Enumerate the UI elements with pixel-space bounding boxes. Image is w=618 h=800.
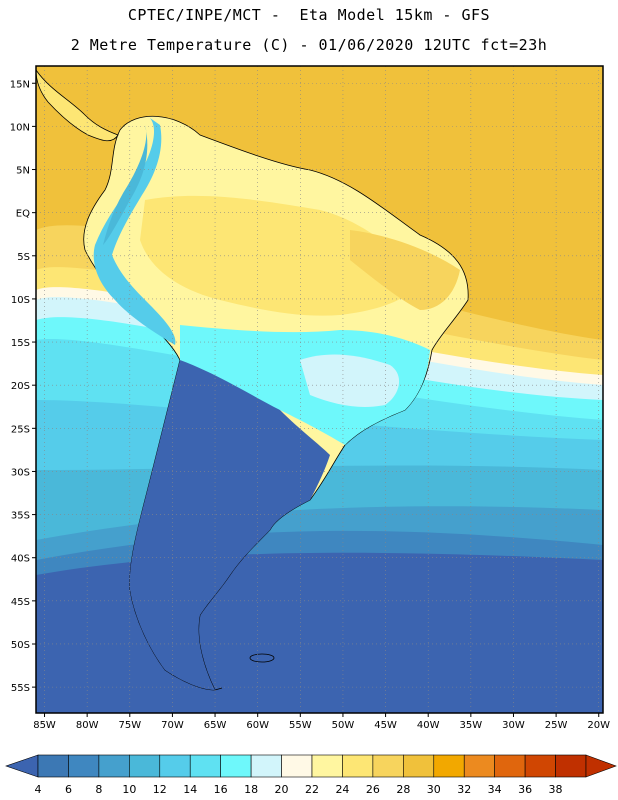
- x-tick-label: 45W: [374, 720, 397, 731]
- colorbar-label: 12: [153, 783, 167, 796]
- colorbar-swatch: [281, 754, 313, 778]
- colorbar-over-arrow: [585, 754, 617, 778]
- x-tick-label: 20W: [587, 720, 610, 731]
- y-tick-label: 50S: [11, 640, 30, 651]
- y-tick-label: 5S: [17, 252, 30, 263]
- x-axis-ticks: 85W 80W 75W 70W 65W 60W 55W 50W 45W 40W 35W 30W 25W 2…: [33, 713, 610, 731]
- colorbar-swatch: [98, 754, 130, 778]
- y-tick-label: 5N: [16, 166, 30, 177]
- colorbar-label: 36: [518, 783, 532, 796]
- chart-subtitle: 2 Metre Temperature (C) - 01/06/2020 12U…: [70, 36, 548, 54]
- y-axis-ticks: 15N 10N 5N EQ 5S 10S 15S 20S 25S 30S 35S 40S 45S 50S 5…: [10, 79, 36, 694]
- colorbar-label: 10: [122, 783, 136, 796]
- y-tick-label: 15N: [10, 79, 30, 90]
- northeast-warm: [350, 230, 460, 310]
- y-tick-label: 55S: [11, 683, 30, 694]
- andes-cold-strip: [93, 118, 176, 345]
- x-tick-label: 35W: [460, 720, 483, 731]
- x-tick-label: 70W: [161, 720, 184, 731]
- southern-cone-cold: [129, 360, 330, 690]
- x-tick-label: 85W: [33, 720, 56, 731]
- colorbar-swatch: [37, 754, 69, 778]
- colorbar-label: 28: [396, 783, 410, 796]
- colorbar-label: 34: [488, 783, 502, 796]
- central-transition: [300, 354, 400, 407]
- x-tick-label: 60W: [246, 720, 269, 731]
- y-tick-label: 25S: [11, 424, 30, 435]
- colorbar-swatch: [403, 754, 435, 778]
- y-tick-label: 45S: [11, 597, 30, 608]
- colorbar-swatch: [68, 754, 100, 778]
- colorbar-label: 8: [95, 783, 102, 796]
- colorbar-label: 22: [305, 783, 319, 796]
- colorbar-swatch: [494, 754, 526, 778]
- map-frame: [35, 65, 604, 714]
- map-grid: [36, 66, 603, 713]
- colorbar-label: 26: [366, 783, 380, 796]
- y-tick-label: 10S: [11, 295, 30, 306]
- colorbar-swatch: [159, 754, 191, 778]
- colorbar-label: 24: [335, 783, 349, 796]
- colorbar-swatch: [524, 754, 556, 778]
- x-tick-label: 40W: [417, 720, 440, 731]
- colorbar-under-arrow: [5, 754, 39, 778]
- y-tick-label: 10N: [10, 122, 30, 133]
- map-plot-area: [36, 66, 603, 713]
- colorbar-swatch: [372, 754, 404, 778]
- colorbar-label: 18: [244, 783, 258, 796]
- andes-peaks: [103, 125, 148, 245]
- colorbar-label: 16: [214, 783, 228, 796]
- colorbar-swatch: [342, 754, 374, 778]
- x-tick-label: 50W: [332, 720, 355, 731]
- y-tick-label: EQ: [16, 209, 30, 220]
- y-tick-label: 40S: [11, 554, 30, 565]
- colorbar-label: 20: [275, 783, 289, 796]
- falkland-islands: [249, 653, 275, 663]
- colorbar-swatch: [189, 754, 221, 778]
- colorbar-swatch: [250, 754, 282, 778]
- colorbar-label: 6: [65, 783, 72, 796]
- x-tick-label: 55W: [289, 720, 312, 731]
- x-tick-label: 25W: [545, 720, 568, 731]
- southeast-mild: [180, 325, 430, 445]
- x-tick-label: 80W: [76, 720, 99, 731]
- x-tick-label: 75W: [118, 720, 141, 731]
- y-tick-label: 15S: [11, 338, 30, 349]
- tierra-del-fuego-edge: [214, 687, 223, 691]
- colorbar-label: 32: [457, 783, 471, 796]
- colorbar-swatch: [311, 754, 343, 778]
- colorbar-label: 30: [427, 783, 441, 796]
- y-tick-label: 35S: [11, 511, 30, 522]
- colorbar-label: 14: [183, 783, 197, 796]
- x-tick-label: 65W: [204, 720, 227, 731]
- colorbar-swatch: [555, 754, 587, 778]
- colorbar-swatch: [220, 754, 252, 778]
- colorbar-label: 38: [549, 783, 563, 796]
- x-tick-label: 30W: [502, 720, 525, 731]
- y-tick-label: 30S: [11, 467, 30, 478]
- y-tick-label: 20S: [11, 381, 30, 392]
- colorbar-swatch: [129, 754, 161, 778]
- chart-title: CPTEC/INPE/MCT - Eta Model 15km - GFS: [127, 6, 491, 24]
- colorbar-swatch: [463, 754, 495, 778]
- colorbar-swatch: [433, 754, 465, 778]
- colorbar-label: 4: [35, 783, 42, 796]
